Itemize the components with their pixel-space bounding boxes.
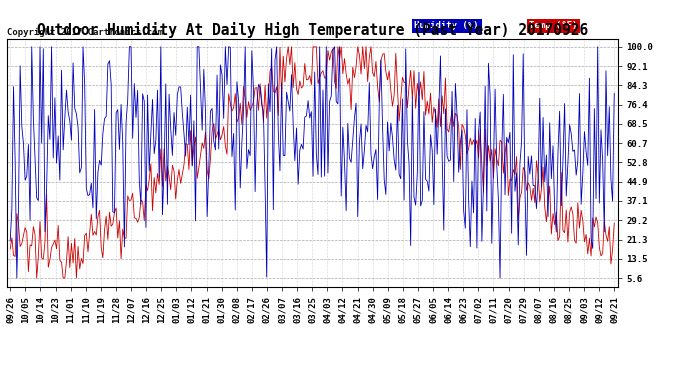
Text: Copyright 2017 Cartronics.com: Copyright 2017 Cartronics.com <box>7 28 163 37</box>
Text: Temp (°F): Temp (°F) <box>529 21 578 30</box>
Title: Outdoor Humidity At Daily High Temperature (Past Year) 20170926: Outdoor Humidity At Daily High Temperatu… <box>37 22 588 38</box>
Text: Humidity (%): Humidity (%) <box>414 21 479 30</box>
